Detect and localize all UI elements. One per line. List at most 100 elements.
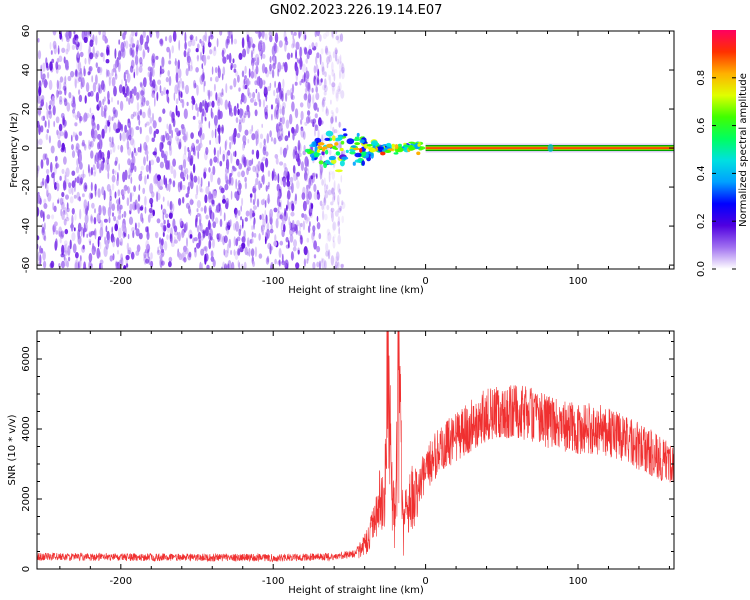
noise-cell <box>98 157 102 169</box>
noise-cell <box>241 236 246 244</box>
noise-cell <box>117 189 121 197</box>
noise-cell <box>233 249 236 256</box>
noise-cell <box>286 180 291 187</box>
noise-cell <box>310 203 314 210</box>
noise-cell <box>288 130 290 138</box>
noise-cell <box>253 233 257 238</box>
noise-cell <box>267 193 270 205</box>
noise-cell <box>336 38 340 45</box>
noise-cell <box>75 38 79 45</box>
noise-cell <box>322 84 326 91</box>
noise-cell <box>273 137 277 145</box>
noise-cell <box>324 78 327 89</box>
noise-cell <box>71 214 74 225</box>
noise-cell <box>170 165 174 175</box>
colorbar-tick-label: 0.4 <box>696 165 707 181</box>
noise-cell <box>91 245 96 256</box>
noise-cell <box>66 213 69 219</box>
noise-cell <box>94 190 97 198</box>
noise-cell <box>121 131 127 142</box>
noise-cell <box>282 62 285 67</box>
noise-cell <box>295 130 297 135</box>
noise-cell <box>244 246 248 256</box>
noise-cell <box>237 171 241 178</box>
noise-cell <box>286 194 289 200</box>
noise-cell <box>87 164 90 174</box>
noise-cell <box>318 232 322 240</box>
noise-cell <box>107 206 112 218</box>
noise-cell <box>84 213 89 224</box>
noise-cell <box>68 186 72 195</box>
noise-cell <box>159 65 162 75</box>
noise-cell <box>175 72 179 83</box>
noise-cell <box>151 87 155 97</box>
noise-cell <box>75 134 79 141</box>
noise-cell <box>72 96 76 105</box>
noise-cell <box>131 158 135 164</box>
noise-cell <box>261 31 265 40</box>
noise-cell <box>83 203 87 215</box>
noise-cell <box>131 31 135 37</box>
noise-cell <box>107 90 110 101</box>
noise-cell <box>259 32 262 37</box>
noise-cell <box>137 146 141 153</box>
noise-cell <box>265 157 269 168</box>
y-tick-label: 20 <box>21 103 32 116</box>
noise-cell <box>341 66 345 74</box>
noise-cell <box>93 171 96 177</box>
snr-frame <box>36 330 675 570</box>
noise-cell <box>159 237 161 245</box>
noise-cell <box>126 197 130 207</box>
noise-cell <box>222 66 226 76</box>
colorbar-tick-label: 0.0 <box>696 261 707 277</box>
noise-cell <box>237 74 240 83</box>
noise-cell <box>187 48 191 54</box>
noise-cell <box>144 248 149 254</box>
transition-blob <box>332 135 336 142</box>
noise-cell <box>150 83 154 88</box>
noise-cell <box>91 75 94 83</box>
noise-cell <box>312 225 316 233</box>
noise-cell <box>331 111 335 123</box>
noise-cell <box>208 120 211 129</box>
noise-cell <box>67 75 72 82</box>
noise-cell <box>152 58 156 69</box>
noise-cell <box>321 134 324 145</box>
noise-cell <box>336 58 340 65</box>
noise-cell <box>72 37 75 45</box>
noise-cell <box>58 123 63 132</box>
noise-cell <box>58 230 61 237</box>
transition-blob <box>313 152 320 158</box>
noise-cell <box>254 130 259 140</box>
noise-cell <box>321 101 325 113</box>
noise-cell <box>226 54 230 60</box>
noise-cell <box>138 232 143 240</box>
noise-cell <box>59 238 62 244</box>
noise-cell <box>244 65 247 75</box>
noise-cell <box>282 217 286 226</box>
noise-cell <box>37 94 41 104</box>
noise-cell <box>277 68 280 77</box>
noise-cell <box>291 43 295 49</box>
noise-cell <box>134 204 137 210</box>
noise-cell <box>326 228 330 236</box>
noise-cell <box>102 205 105 212</box>
noise-cell <box>55 162 58 169</box>
noise-cell <box>138 65 143 73</box>
noise-cell <box>256 57 260 66</box>
noise-cell <box>75 166 80 174</box>
transition-blob <box>340 140 345 145</box>
noise-cell <box>126 263 129 268</box>
noise-cell <box>276 102 280 112</box>
noise-cell <box>145 100 150 106</box>
noise-cell <box>331 31 333 38</box>
noise-cell <box>114 109 118 118</box>
noise-cell <box>295 66 299 77</box>
noise-cell <box>227 220 231 226</box>
noise-cell <box>255 65 259 75</box>
noise-cell <box>252 187 257 193</box>
noise-cell <box>94 52 98 60</box>
noise-cell <box>251 158 254 165</box>
transition-blob <box>335 169 343 173</box>
noise-cell <box>46 65 50 71</box>
